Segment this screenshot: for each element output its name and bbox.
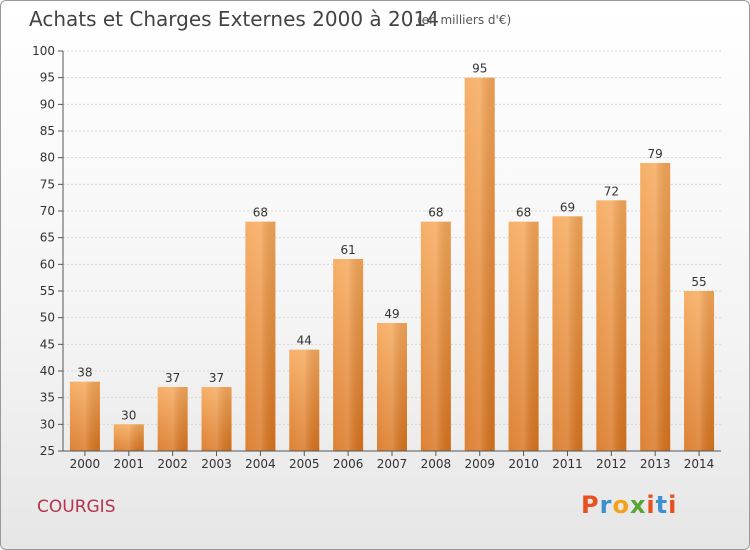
bar-value-label: 69	[560, 200, 575, 214]
x-tick-label: 2007	[377, 457, 408, 471]
x-tick-label: 2009	[464, 457, 495, 471]
x-tick-label: 2006	[333, 457, 364, 471]
bar-value-label: 37	[209, 371, 224, 385]
y-tick-label: 60	[40, 257, 55, 271]
bar-shine	[245, 221, 276, 451]
bar-shine	[201, 387, 232, 451]
y-tick-label: 70	[40, 204, 55, 218]
x-tick-label: 2011	[552, 457, 583, 471]
bar-shine	[552, 216, 583, 451]
x-tick-label: 2000	[70, 457, 101, 471]
y-tick-label: 55	[40, 284, 55, 298]
x-tick-label: 2013	[640, 457, 671, 471]
bar-value-label: 68	[253, 206, 268, 220]
x-tick-label: 2001	[114, 457, 145, 471]
x-tick-label: 2005	[289, 457, 320, 471]
y-tick-label: 25	[40, 444, 55, 458]
y-tick-label: 65	[40, 231, 55, 245]
bar-shine	[69, 381, 100, 451]
labels: 25 30 35 40 45 50 55 60 65 70 75 80 85 90 95 100 38 2000 3…	[32, 44, 714, 471]
bar-shine	[640, 163, 671, 451]
y-tick-label: 100	[32, 44, 55, 58]
bar-value-label: 37	[165, 371, 180, 385]
x-tick-label: 2014	[684, 457, 715, 471]
bar-shine	[508, 221, 539, 451]
y-tick-label: 45	[40, 337, 55, 351]
x-tick-label: 2008	[421, 457, 452, 471]
bar-shine	[377, 323, 407, 451]
bar-value-label: 38	[77, 366, 92, 380]
y-tick-label: 40	[40, 364, 55, 378]
x-tick-label: 2003	[201, 457, 232, 471]
bar-shine	[464, 77, 495, 452]
bar-value-label: 79	[648, 147, 663, 161]
x-tick-label: 2010	[508, 457, 539, 471]
bar-shine	[684, 291, 715, 451]
bar-shine	[113, 424, 144, 451]
bar-value-label: 68	[428, 206, 443, 220]
x-tick-label: 2002	[157, 457, 188, 471]
bar-shine	[420, 221, 451, 451]
y-tick-label: 30	[40, 417, 55, 431]
bar-value-label: 44	[297, 334, 312, 348]
bar-value-label: 49	[384, 307, 399, 321]
chart-subtitle: (en milliers d'€)	[417, 13, 512, 27]
chart-title: Achats et Charges Externes 2000 à 2014	[29, 7, 439, 31]
commune-name: COURGIS	[37, 497, 116, 517]
bar-value-label: 55	[691, 275, 706, 289]
y-tick-label: 85	[40, 124, 55, 138]
y-tick-label: 90	[40, 97, 55, 111]
bars	[69, 77, 715, 452]
bar-value-label: 68	[516, 206, 531, 220]
bar-value-label: 95	[472, 62, 487, 76]
x-tick-label: 2012	[596, 457, 627, 471]
bar-value-label: 61	[340, 243, 355, 257]
proxiti-logo: Proxiti	[581, 491, 678, 519]
bar-value-label: 72	[604, 184, 619, 198]
y-tick-label: 75	[40, 177, 55, 191]
bar-shine	[289, 349, 320, 451]
y-tick-label: 50	[40, 311, 55, 325]
bar-value-label: 30	[121, 408, 136, 422]
axes	[58, 50, 721, 456]
y-tick-label: 80	[40, 151, 55, 165]
bar-shine	[157, 387, 188, 451]
bar-shine	[333, 259, 364, 451]
bar-shine	[596, 200, 627, 451]
x-tick-label: 2004	[245, 457, 276, 471]
y-tick-label: 95	[40, 71, 55, 85]
y-tick-label: 35	[40, 391, 55, 405]
